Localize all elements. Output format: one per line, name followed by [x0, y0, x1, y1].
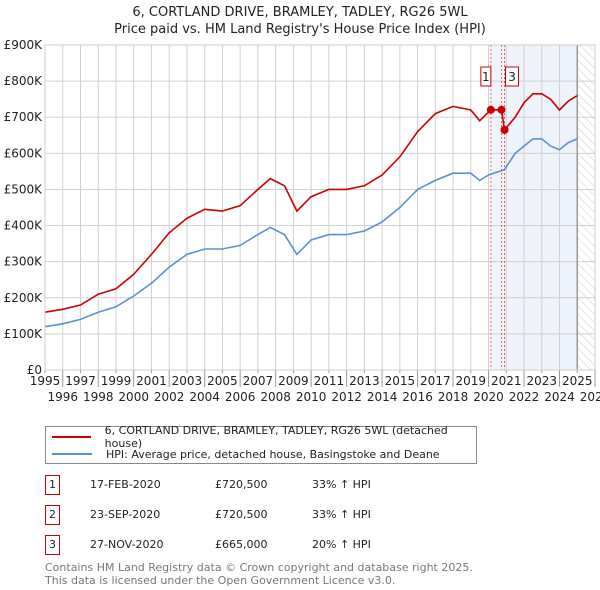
x-tick-label: 1998	[83, 390, 114, 404]
y-tick-label: £0	[27, 363, 42, 377]
x-tick-label: 1995	[30, 374, 61, 388]
sale-point	[500, 125, 509, 134]
x-tick-label: 2013	[349, 374, 380, 388]
title-line: 6, CORTLAND DRIVE, BRAMLEY, TADLEY, RG26…	[132, 5, 468, 20]
x-tick-label: 2008	[260, 390, 291, 404]
x-tick-label: 2006	[225, 390, 256, 404]
legend-swatch-blue	[52, 453, 92, 455]
x-tick-label: 1996	[47, 390, 78, 404]
x-tick-label: 2012	[331, 390, 362, 404]
sale-label-border	[480, 66, 492, 87]
plot-frame	[44, 44, 596, 371]
sale-label-text: 1	[482, 70, 490, 84]
x-tick-label: 2021	[491, 374, 522, 388]
x-tick-label: 1997	[65, 374, 96, 388]
x-tick-label: 2011	[314, 374, 345, 388]
y-tick-label: £200K	[4, 291, 44, 305]
transaction-row: 2 23-SEP-2020 £720,500 33% ↑ HPI	[45, 505, 475, 525]
transaction-number: 1	[45, 475, 60, 495]
transaction-number: 3	[45, 535, 60, 555]
x-tick-label: 2020	[473, 390, 504, 404]
x-tick-label: 2002	[154, 390, 185, 404]
x-tick-label: 2023	[527, 374, 558, 388]
x-tick-label: 2014	[367, 390, 398, 404]
x-tick-label: 2003	[172, 374, 203, 388]
legend-swatch-red	[52, 436, 91, 438]
transaction-hpi: 33% ↑ HPI	[312, 508, 371, 521]
transaction-price: £720,500	[215, 478, 268, 491]
transaction-date: 17-FEB-2020	[90, 478, 161, 491]
transaction-date: 27-NOV-2020	[90, 538, 164, 551]
y-tick-label: £500K	[4, 182, 44, 196]
legend-item-hpi: HPI: Average price, detached house, Basi…	[46, 446, 440, 462]
chart-title: 6, CORTLAND DRIVE, BRAMLEY, TADLEY, RG26…	[0, 4, 600, 38]
transaction-hpi: 33% ↑ HPI	[312, 478, 371, 491]
y-tick-label: £800K	[4, 74, 44, 88]
legend: 6, CORTLAND DRIVE, BRAMLEY, TADLEY, RG26…	[45, 424, 477, 464]
x-tick-label: 2015	[385, 374, 416, 388]
forecast-hatch	[577, 45, 595, 370]
x-tick-label: 2004	[189, 390, 220, 404]
sale-label-border	[505, 66, 520, 87]
transaction-number: 2	[45, 505, 60, 525]
x-tick-label: 2026	[580, 390, 600, 404]
transaction-price: £665,000	[215, 538, 268, 551]
transaction-row: 3 27-NOV-2020 £665,000 20% ↑ HPI	[45, 535, 475, 555]
sale-label-text: 3	[508, 70, 516, 84]
property-series-line	[44, 93, 578, 313]
legend-label: 6, CORTLAND DRIVE, BRAMLEY, TADLEY, RG26…	[104, 424, 448, 450]
x-tick-label: 2001	[136, 374, 167, 388]
sale-label-box: 3	[505, 66, 520, 87]
legend-item-property: 6, CORTLAND DRIVE, BRAMLEY, TADLEY, RG26…	[46, 424, 476, 450]
transaction-hpi: 20% ↑ HPI	[312, 538, 371, 551]
sale-point	[497, 105, 506, 114]
legend-label: HPI: Average price, detached house, Basi…	[106, 447, 440, 461]
transaction-date: 23-SEP-2020	[90, 508, 161, 521]
y-tick-label: £900K	[4, 38, 44, 52]
x-tick-label: 2009	[278, 374, 309, 388]
price-chart: 1995 1996 1997 1998 1999 2000 2001 2002 2003 2004…	[4, 38, 600, 404]
x-tick-label: 2017	[420, 374, 451, 388]
x-tick-label: 2016	[402, 390, 433, 404]
subtitle-line: Price paid vs. HM Land Registry's House …	[114, 22, 486, 37]
y-tick-label: £300K	[4, 255, 44, 269]
y-tick-label: £100K	[4, 327, 44, 341]
y-tick-label: £700K	[4, 110, 44, 124]
shaded-period	[490, 45, 578, 370]
y-tick-label: £400K	[4, 219, 44, 233]
y-tick-label: £600K	[4, 146, 44, 160]
transaction-row: 1 17-FEB-2020 £720,500 33% ↑ HPI	[45, 475, 475, 495]
x-tick-label: 2000	[118, 390, 149, 404]
transaction-price: £720,500	[215, 508, 268, 521]
x-tick-label: 2019	[456, 374, 487, 388]
x-tick-label: 2022	[509, 390, 540, 404]
x-tick-label: 2010	[296, 390, 327, 404]
footer-line: Contains HM Land Registry data © Crown c…	[45, 561, 473, 574]
sale-point	[486, 105, 495, 114]
x-tick-label: 2018	[438, 390, 469, 404]
footer-line: This data is licensed under the Open Gov…	[45, 574, 396, 587]
x-tick-label: 2024	[544, 390, 575, 404]
x-tick-label: 2025	[562, 374, 593, 388]
footer: Contains HM Land Registry data © Crown c…	[45, 561, 473, 587]
x-tick-label: 2005	[207, 374, 238, 388]
sale-label-box: 1	[480, 66, 492, 87]
x-tick-label: 1999	[101, 374, 132, 388]
hpi-series-line	[44, 138, 578, 328]
x-tick-label: 2007	[243, 374, 274, 388]
